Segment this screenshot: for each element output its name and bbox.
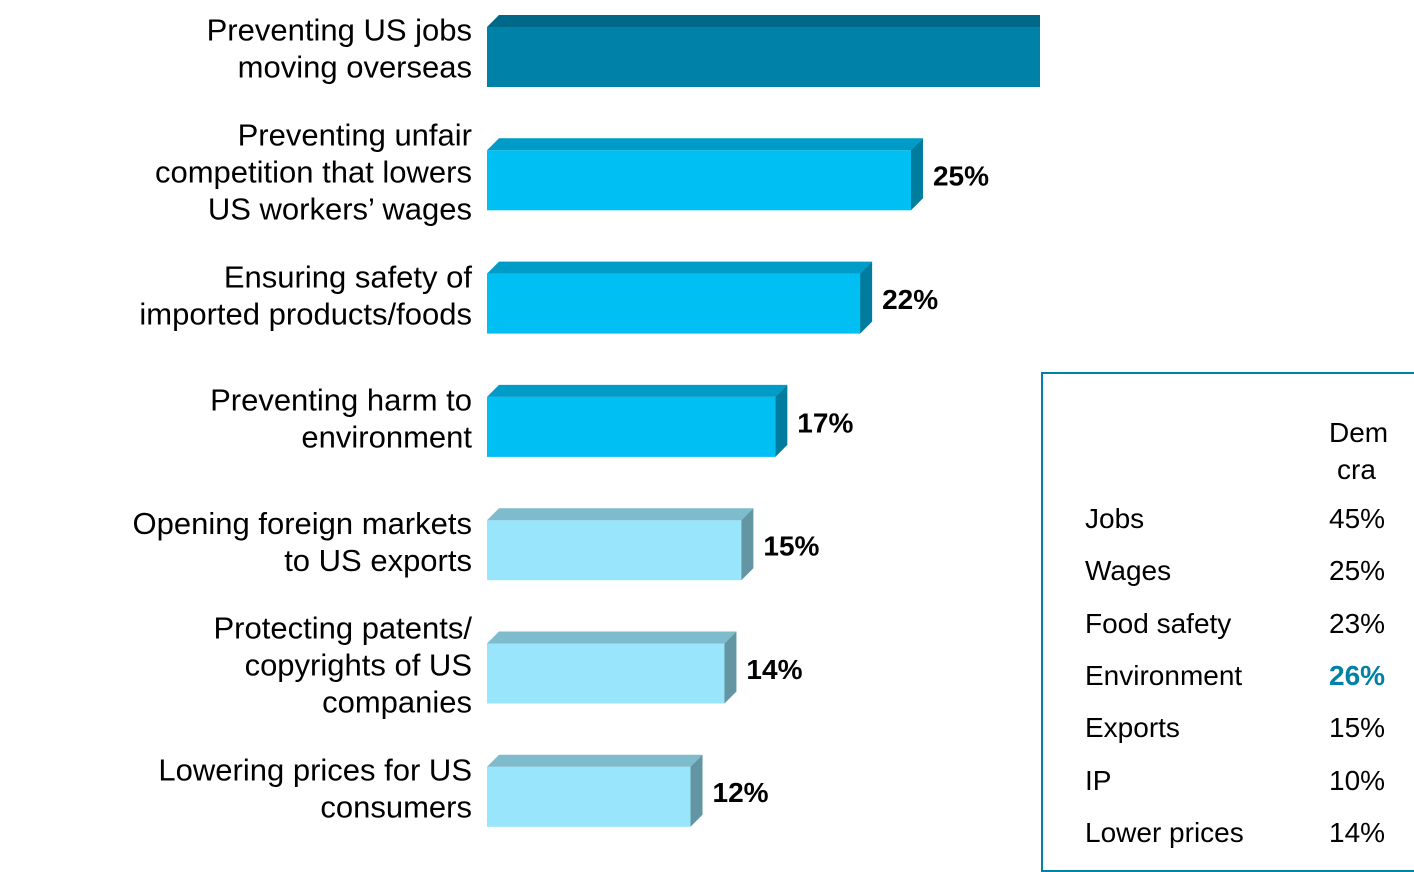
row-value: 23%: [1329, 607, 1386, 639]
bar-side-shade: [910, 138, 923, 211]
bar-top: [487, 384, 788, 397]
bar-front: [487, 273, 861, 334]
category-label: Opening foreign markets to US exports: [133, 506, 472, 578]
value-label: 22%: [882, 284, 938, 315]
category-label: Preventing harm to environment: [210, 383, 472, 455]
row-label: Jobs: [1085, 503, 1145, 534]
category-label: Protecting patents/copyrights of US compa…: [214, 611, 473, 720]
row-value: 25%: [1329, 555, 1386, 587]
value-label: 25%: [933, 161, 989, 192]
row-value: 10%: [1329, 764, 1386, 796]
row-value: 26%: [1329, 659, 1386, 691]
bar-top: [487, 508, 754, 521]
row-label: Environment: [1085, 659, 1243, 691]
bar-top-shade: [487, 631, 737, 644]
row-value: 45%: [1329, 503, 1386, 534]
row-label: IP: [1085, 764, 1112, 796]
row-label: Food safety: [1085, 607, 1232, 639]
bar-front: [487, 27, 1040, 87]
bar-top: [487, 261, 873, 274]
party-table: Dem cra Jobs 45% Wages 25% Food safety 23% Env…: [1041, 372, 1414, 872]
value-label: 15%: [763, 531, 819, 562]
row-value: 14%: [1329, 816, 1386, 848]
row-label: Wages: [1085, 555, 1172, 587]
row-label: Lower prices: [1085, 816, 1244, 848]
category-label: Ensuring safety of imported products/food…: [139, 259, 472, 331]
bar-side-shade: [690, 754, 703, 827]
category-label: Preventing unfair competition that lowers…: [155, 117, 472, 226]
bar-side-shade: [860, 261, 873, 334]
bar-side: [690, 754, 703, 827]
bar-side-shade: [724, 631, 737, 704]
value-label: 14%: [746, 654, 802, 685]
bar-top-shade: [487, 508, 754, 521]
bar-top: [487, 15, 1040, 27]
bar-side: [741, 508, 754, 581]
bar-side: [724, 631, 737, 704]
bar-top-shade: [487, 384, 788, 397]
category-label: Lowering prices for US consumers: [158, 752, 472, 824]
bar-front: [487, 396, 776, 457]
bar-front: [487, 150, 911, 211]
row-label: Exports: [1085, 712, 1180, 744]
value-label: 17%: [797, 407, 853, 438]
bar-side: [910, 138, 923, 211]
header-line: Dem: [1329, 417, 1389, 448]
row-value: 15%: [1329, 712, 1386, 744]
header-line: cra: [1337, 454, 1376, 485]
bar-side: [860, 261, 873, 334]
bar-side: [775, 384, 788, 457]
bar-side-shade: [741, 508, 754, 581]
value-label: 12%: [713, 777, 769, 808]
bar-top-shade: [487, 138, 923, 151]
bar-top-shade: [487, 754, 703, 767]
category-label: Preventing US jobs moving overseas: [207, 13, 472, 85]
bar-top: [487, 138, 923, 151]
bar-top: [487, 631, 737, 644]
bar-top: [487, 754, 703, 767]
bar-top-shade: [487, 261, 873, 274]
bar-front: [487, 766, 691, 827]
bar-front: [487, 520, 742, 581]
table-header: Dem cra: [1329, 414, 1388, 488]
bar-front: [487, 643, 725, 704]
bar-side-shade: [775, 384, 788, 457]
bar-top-shade: [487, 15, 1040, 27]
